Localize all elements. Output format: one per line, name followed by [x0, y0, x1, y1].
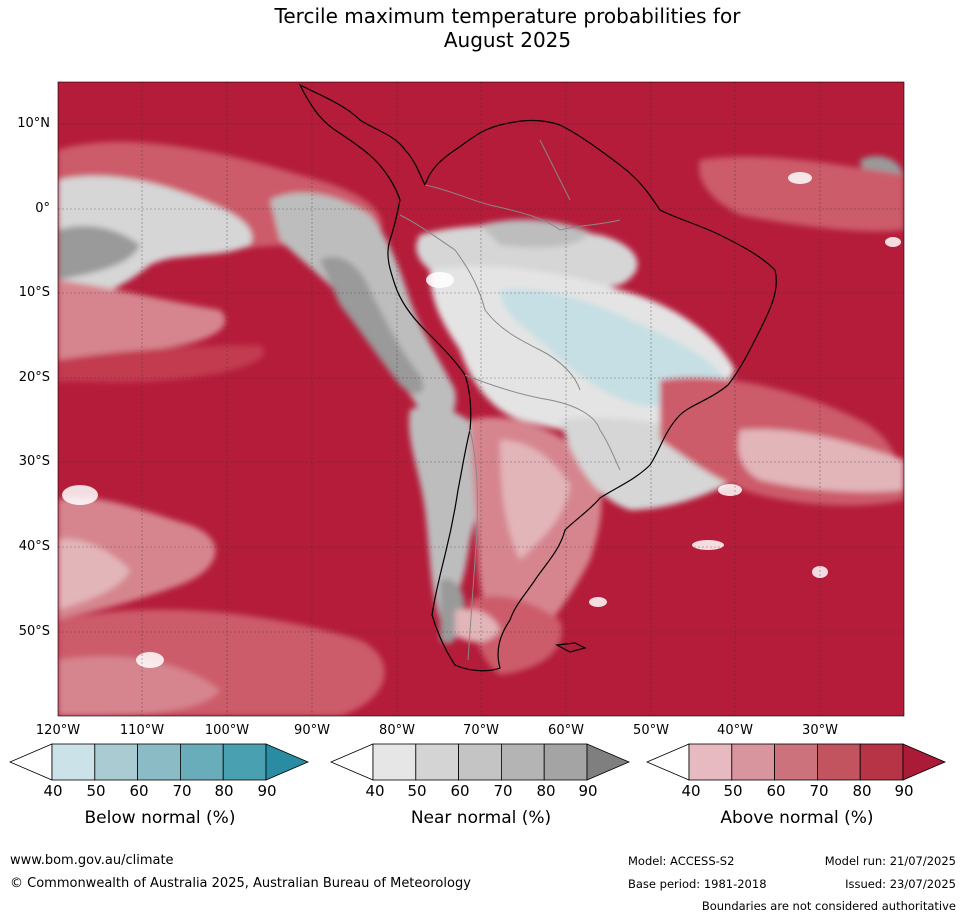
colorbar-near-tick: 80: [536, 782, 556, 800]
lon-label-50w: 50°W: [633, 723, 669, 738]
colorbar-near-tick: 50: [407, 782, 427, 800]
colorbar-above-tick: 60: [766, 782, 786, 800]
colorbar-above-segment: [688, 743, 733, 781]
colorbar-near-segment: [543, 743, 588, 781]
zone-near-equatorial-pacific: [58, 175, 252, 310]
colorbar-below-segment: [222, 743, 267, 781]
zone-above-60-pacific-far-south: [58, 656, 220, 716]
colorbar-below-segment: [137, 743, 181, 781]
lon-label-60w: 60°W: [548, 723, 584, 738]
colorbar-above-tick: 40: [681, 782, 701, 800]
colorbar-below-segment: [94, 743, 139, 781]
zone-above-50-south-atlantic: [738, 429, 904, 492]
colorbar-near-segment: [458, 743, 502, 781]
colorbar-near: [329, 743, 631, 781]
colorbar-above-segment: [817, 743, 861, 781]
footer-url: www.bom.gov.au/climate: [10, 853, 174, 868]
lon-label-110w: 110°W: [119, 723, 165, 738]
colorbar-above-lower-extend: [645, 743, 690, 781]
white-patches: [62, 172, 901, 668]
colorbar-above-segment: [731, 743, 775, 781]
colorbar-below-title: Below normal (%): [84, 808, 236, 828]
zone-above-50-argentina: [500, 440, 570, 560]
colorbar-above-title: Above normal (%): [720, 808, 874, 828]
colorbar-below-tick: 70: [172, 782, 192, 800]
colorbar-below-segment: [179, 743, 224, 781]
zone-below-central-brazil: [500, 289, 725, 407]
colorbar-near-title: Near normal (%): [410, 808, 552, 828]
lat-label-20s: 20°S: [18, 370, 50, 385]
chart-title-line1: Tercile maximum temperature probabilitie…: [274, 4, 741, 28]
zone-near-amazon-dark: [480, 219, 590, 248]
colorbar-above-upper-extend: [902, 743, 947, 781]
colorbar-above: [645, 743, 947, 781]
colorbar-above-segment: [859, 743, 904, 781]
lon-label-40w: 40°W: [717, 723, 753, 738]
colorbar-below-lower-extend: [8, 743, 53, 781]
chart-title: Tercile maximum temperature probabilitie…: [0, 4, 965, 52]
footer-issued: Issued: 23/07/2025: [845, 877, 956, 891]
lon-label-80w: 80°W: [379, 723, 415, 738]
lat-label-0: 0°: [35, 201, 50, 216]
colorbar-above-tick: 90: [894, 782, 914, 800]
colorbar-above-tick: 50: [723, 782, 743, 800]
colorbar-below-upper-extend: [265, 743, 310, 781]
lat-label-30s: 30°S: [18, 454, 50, 469]
country-borders: [399, 139, 621, 661]
colorbar-near-lower-extend: [329, 743, 374, 781]
colorbar-above-segment: [774, 743, 818, 781]
zone-above-70-west: [58, 345, 265, 383]
colorbar-below-tick: 90: [257, 782, 277, 800]
footer-model: Model: ACCESS-S2: [628, 854, 735, 868]
zone-above-60-north-atlantic: [699, 156, 904, 232]
zone-near-dark-east-pacific: [320, 256, 424, 394]
colorbar-near-segment: [415, 743, 459, 781]
zone-above-60-west: [58, 280, 226, 360]
colorbar-near-tick: 90: [578, 782, 598, 800]
colorbar-above-tick: 80: [852, 782, 872, 800]
footer-disclaimer: Boundaries are not considered authoritat…: [701, 899, 956, 913]
lon-label-30w: 30°W: [802, 723, 838, 738]
colorbar-near-segment: [372, 743, 417, 781]
zone-above-60-patagonia-coast: [470, 596, 562, 675]
footer-copyright: © Commonwealth of Australia 2025, Austra…: [10, 876, 471, 891]
south-america-coastline: [298, 83, 777, 672]
colorbar-below-segment: [51, 743, 96, 781]
colorbar-below-tick: 40: [43, 782, 63, 800]
colorbar-above-tick: 70: [809, 782, 829, 800]
footer-base-period: Base period: 1981-2018: [628, 877, 767, 891]
lat-label-40s: 40°S: [18, 539, 50, 554]
colorbar-near-tick: 70: [493, 782, 513, 800]
graticule: [58, 82, 904, 716]
zone-near-andes-south: [408, 406, 487, 620]
colorbar-below-tick: 50: [86, 782, 106, 800]
lon-label-90w: 90°W: [294, 723, 330, 738]
colorbar-below-tick: 80: [214, 782, 234, 800]
zone-above-50-southern-tip: [455, 608, 500, 642]
lon-label-120w: 120°W: [35, 723, 81, 738]
colorbar-near-tick: 40: [365, 782, 385, 800]
lat-label-10n: 10°N: [17, 116, 50, 131]
colorbar-near-upper-extend: [586, 743, 631, 781]
lat-label-50s: 50°S: [18, 624, 50, 639]
falkland-islands: [555, 642, 587, 653]
colorbar-below-tick: 60: [129, 782, 149, 800]
footer-model-run: Model run: 21/07/2025: [824, 854, 956, 868]
lon-label-70w: 70°W: [463, 723, 499, 738]
zone-near-dark-pacific: [58, 225, 140, 280]
colorbar-near-tick: 60: [450, 782, 470, 800]
colorbar-below: [8, 743, 310, 781]
probability-field: [58, 82, 904, 716]
lat-label-10s: 10°S: [18, 285, 50, 300]
zone-above-50-pacific-south: [58, 539, 130, 610]
lon-label-100w: 100°W: [204, 723, 250, 738]
chart-title-line2: August 2025: [443, 28, 572, 52]
colorbar-near-segment: [500, 743, 545, 781]
